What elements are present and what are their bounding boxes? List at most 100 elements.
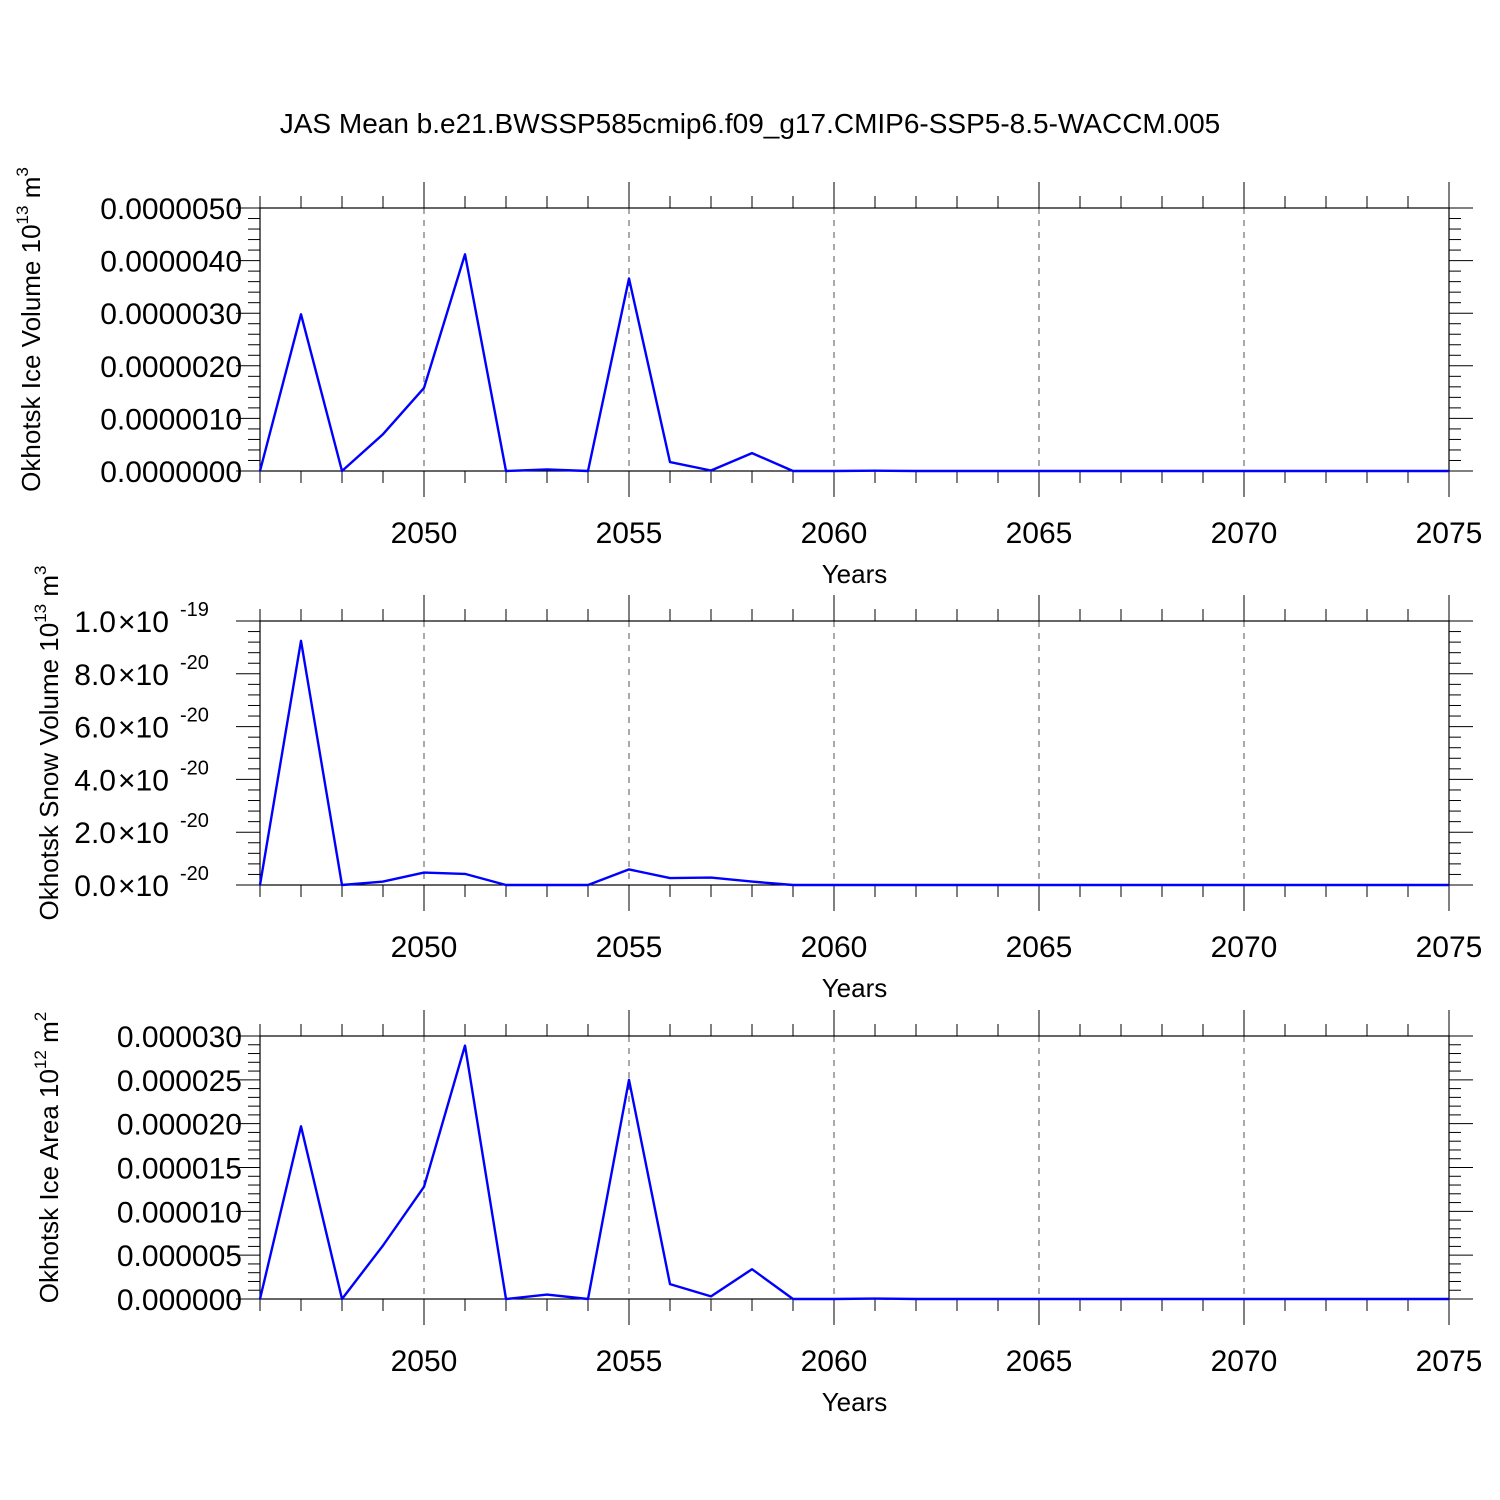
data-point-2059	[791, 1297, 795, 1301]
data-point-2053	[545, 467, 549, 471]
x-axis-title: Years	[822, 1387, 888, 1417]
y-tick-label: 0.0000030	[100, 298, 242, 331]
data-point-2066	[1078, 883, 1082, 887]
data-point-2054	[586, 883, 590, 887]
data-point-2062	[914, 469, 918, 473]
x-tick-label: 2050	[391, 517, 458, 550]
y-tick-label: 0.000010	[117, 1196, 242, 1229]
series-line	[258, 1044, 1449, 1301]
data-point-2072	[1324, 469, 1328, 473]
x-tick-label: 2065	[1006, 931, 1073, 964]
data-point-2068	[1160, 1297, 1164, 1301]
y-axis-title-text: m	[16, 177, 46, 206]
data-point-2057	[709, 1294, 713, 1298]
x-tick-label: 2070	[1211, 931, 1278, 964]
data-point-2051	[463, 1044, 467, 1048]
data-point-2064	[996, 1297, 1000, 1301]
data-point-2049	[381, 432, 385, 436]
y-tick-label-exponent: -20	[180, 652, 209, 674]
y-tick-label-base: ×10	[118, 870, 169, 903]
y-tick-label: 0.000020	[117, 1109, 242, 1142]
data-point-2057	[709, 468, 713, 472]
data-point-2061	[873, 1297, 877, 1301]
data-point-2069	[1201, 469, 1205, 473]
data-point-2071	[1283, 1297, 1287, 1301]
y-tick-label-mantissa: 4.0	[74, 764, 116, 797]
x-tick-label: 2060	[801, 517, 868, 550]
data-point-2047	[299, 639, 303, 643]
data-point-2072	[1324, 1297, 1328, 1301]
data-point-2048	[340, 1297, 344, 1301]
data-point-2047	[299, 312, 303, 316]
data-point-2046	[258, 883, 262, 887]
data-point-2062	[914, 1297, 918, 1301]
y-axis-title-text: m	[34, 575, 64, 604]
x-tick-label: 2060	[801, 1345, 868, 1378]
data-point-2056	[668, 460, 672, 464]
data-point-2064	[996, 469, 1000, 473]
data-point-2074	[1406, 883, 1410, 887]
y-tick-label-mantissa: 2.0	[74, 817, 116, 850]
data-point-2066	[1078, 1297, 1082, 1301]
data-point-2060	[832, 469, 836, 473]
data-point-2070	[1242, 1297, 1246, 1301]
data-point-2064	[996, 883, 1000, 887]
data-point-2055	[627, 1078, 631, 1082]
y-axis-title-superscript: 3	[31, 566, 50, 575]
x-axis-title: Years	[822, 973, 888, 1003]
data-point-2061	[873, 469, 877, 473]
y-axis-title: Okhotsk Snow Volume 1013 m3	[31, 566, 64, 921]
data-point-2055	[627, 867, 631, 871]
data-point-2056	[668, 1282, 672, 1286]
data-point-2072	[1324, 883, 1328, 887]
y-tick-label: 0.0000000	[100, 456, 242, 489]
y-tick-label: 0.0000050	[100, 193, 242, 226]
y-tick-label-base: ×10	[118, 712, 169, 745]
y-axis-title-superscript: 13	[31, 604, 50, 623]
x-tick-label: 2055	[596, 1345, 663, 1378]
data-point-2055	[627, 276, 631, 280]
data-point-2070	[1242, 469, 1246, 473]
data-point-2073	[1365, 469, 1369, 473]
y-tick-label: 0.000000	[117, 1284, 242, 1317]
y-tick-label: 0.000005	[117, 1240, 242, 1273]
y-tick-label: 0.000025	[117, 1065, 242, 1098]
data-point-2070	[1242, 883, 1246, 887]
data-point-2051	[463, 252, 467, 256]
data-point-2065	[1037, 469, 1041, 473]
y-tick-label: 0.000015	[117, 1153, 242, 1186]
y-axis-title-superscript: 13	[13, 206, 32, 225]
data-point-2066	[1078, 469, 1082, 473]
x-tick-label: 2055	[596, 931, 663, 964]
data-point-2052	[504, 1297, 508, 1301]
data-point-2048	[340, 883, 344, 887]
x-tick-label: 2075	[1416, 517, 1483, 550]
data-point-2054	[586, 469, 590, 473]
series-line	[258, 639, 1449, 887]
y-tick-label-exponent: -20	[180, 810, 209, 832]
x-tick-label: 2075	[1416, 931, 1483, 964]
panels: 2050 2055 2060 2065 2070 2075 0.0000000 0.00000…	[13, 167, 1482, 1417]
y-tick-label-exponent: -19	[180, 599, 209, 621]
data-point-2046	[258, 469, 262, 473]
data-point-2054	[586, 1297, 590, 1301]
data-point-2060	[832, 883, 836, 887]
data-point-2071	[1283, 469, 1287, 473]
data-point-2056	[668, 876, 672, 880]
data-point-2050	[422, 386, 426, 390]
data-point-2069	[1201, 1297, 1205, 1301]
data-point-2063	[955, 469, 959, 473]
y-axis-title-text: Okhotsk Snow Volume 10	[34, 623, 64, 921]
data-point-2073	[1365, 1297, 1369, 1301]
data-point-2067	[1119, 883, 1123, 887]
data-point-2058	[750, 451, 754, 455]
series-line	[258, 253, 1449, 473]
data-point-2065	[1037, 883, 1041, 887]
data-point-2073	[1365, 883, 1369, 887]
y-tick-label-exponent: -20	[180, 757, 209, 779]
data-point-2065	[1037, 1297, 1041, 1301]
data-point-2050	[422, 1185, 426, 1189]
data-point-2052	[504, 883, 508, 887]
